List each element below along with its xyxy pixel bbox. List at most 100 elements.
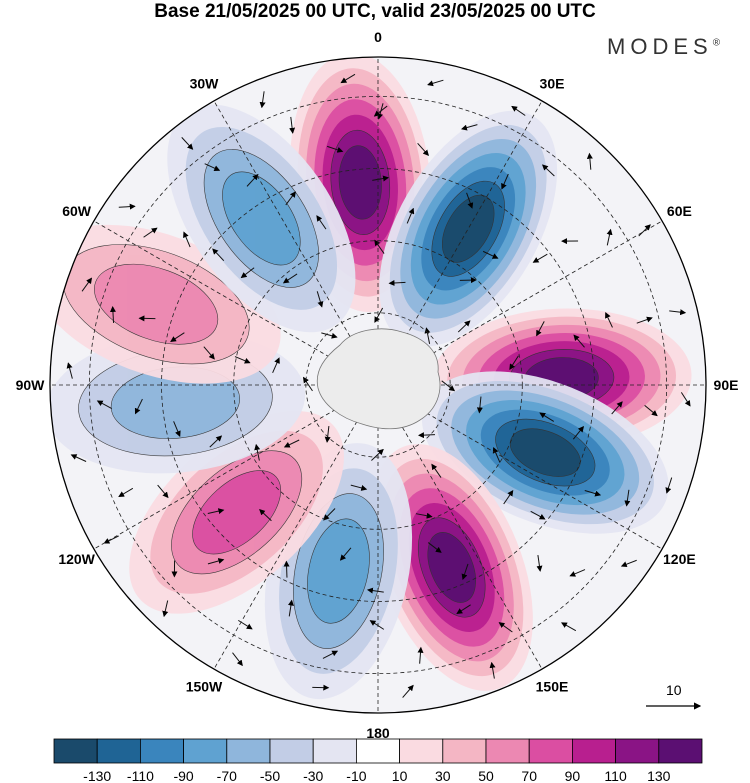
wind-vector xyxy=(340,73,356,84)
wind-vector xyxy=(509,355,519,371)
antarctica-land xyxy=(316,328,441,430)
anomaly-cell xyxy=(421,371,669,534)
colorbar-label: 90 xyxy=(565,768,581,783)
longitude-label: 180 xyxy=(366,725,390,741)
wind-vector xyxy=(316,291,324,308)
wind-vector xyxy=(81,277,93,292)
anomaly-contour xyxy=(307,518,370,624)
wind-vector xyxy=(70,454,87,462)
wind-vector xyxy=(624,489,631,507)
wind-vector xyxy=(339,547,352,561)
colorbar-label: -70 xyxy=(217,768,237,783)
wind-vector xyxy=(569,569,586,577)
colorbar-box xyxy=(658,738,703,764)
wind-vector xyxy=(66,362,73,379)
longitude-label: 60W xyxy=(62,203,92,219)
wind-vector xyxy=(316,215,327,230)
colorbar-box xyxy=(139,738,184,764)
wind-vector xyxy=(366,587,384,594)
wind-vector xyxy=(665,477,673,494)
meridian xyxy=(377,384,663,550)
colorbar-label: -110 xyxy=(127,768,154,783)
colorbar-labels: -130 -110 -90 -70 -50 -30 -10 10 30 50 70 90 110 130 xyxy=(83,768,671,783)
wind-vector xyxy=(620,559,637,568)
wind-vector xyxy=(323,508,336,521)
map-disc xyxy=(49,56,707,714)
wind-vector xyxy=(181,137,194,150)
wind-vector xyxy=(350,484,368,491)
wind-vector xyxy=(173,421,181,438)
wind-vector xyxy=(489,661,496,679)
wind-vector xyxy=(586,152,593,170)
colorbar-label: 30 xyxy=(435,768,451,783)
wind-vector xyxy=(302,376,313,392)
longitude-label: 30W xyxy=(190,76,220,92)
wind-vector xyxy=(498,622,513,633)
longitude-label: 0 xyxy=(374,29,382,45)
wind-vector xyxy=(503,489,514,505)
colorbar-box xyxy=(572,738,617,764)
wind-vector xyxy=(532,253,548,263)
wind-vector xyxy=(456,604,471,614)
wind-vector xyxy=(374,239,385,254)
wind-vector xyxy=(431,463,442,478)
wind-vector xyxy=(457,320,471,333)
meridian xyxy=(377,220,663,386)
colorbar-box xyxy=(312,738,357,764)
colorbar-box xyxy=(183,738,228,764)
colorbar-label: 10 xyxy=(392,768,408,783)
anomaly-contour xyxy=(509,428,581,477)
wind-vector xyxy=(207,558,225,565)
meridian xyxy=(213,384,379,670)
wind-vector xyxy=(109,305,116,323)
wind-vector xyxy=(369,620,385,630)
meridian xyxy=(93,384,379,550)
meridian xyxy=(377,100,543,386)
colorbar-label: 110 xyxy=(604,768,627,783)
colorbar-box xyxy=(96,738,141,764)
wind-vector xyxy=(584,490,602,497)
wind-vector xyxy=(232,652,243,667)
map-border xyxy=(49,56,707,714)
wind-vector xyxy=(511,105,526,116)
wind-vector xyxy=(283,439,300,448)
wind-vector xyxy=(207,508,225,515)
longitude-label: 120E xyxy=(663,551,696,567)
anomaly-contour xyxy=(192,470,282,555)
colorbar-box xyxy=(269,738,314,764)
wind-vector xyxy=(476,396,483,414)
longitude-label: 150E xyxy=(536,678,569,694)
colorbar-label: 50 xyxy=(478,768,494,783)
longitude-label: 30E xyxy=(540,76,565,92)
wind-vector xyxy=(96,400,113,409)
wind-vector xyxy=(183,231,191,248)
anomaly-cell xyxy=(379,110,558,347)
colorbar-label: -90 xyxy=(173,768,193,783)
wind-vector xyxy=(530,510,546,520)
registered-mark: ® xyxy=(712,37,721,49)
colorbar-box xyxy=(53,738,98,764)
wind-vector xyxy=(240,267,255,279)
wind-vector xyxy=(539,412,555,422)
wind-vector xyxy=(287,599,294,617)
colorbar-box xyxy=(485,738,530,764)
anomaly-cell xyxy=(129,410,344,614)
wind-vector xyxy=(461,563,469,581)
wind-vector xyxy=(636,316,653,324)
wind-vector xyxy=(272,357,280,374)
anomaly-contour xyxy=(222,171,301,266)
wind-vector xyxy=(415,512,433,519)
wind-vector xyxy=(536,554,543,572)
wind-vector xyxy=(680,392,691,407)
chart-title: Base 21/05/2025 00 UTC, valid 23/05/2025… xyxy=(154,1,596,22)
longitude-label: 90W xyxy=(16,377,46,393)
anomaly-field xyxy=(50,57,692,700)
anomaly-cell xyxy=(370,444,533,691)
wind-vector xyxy=(611,401,623,415)
latitude-circle xyxy=(88,95,668,675)
meridian xyxy=(213,100,379,386)
wind-vector xyxy=(134,398,143,415)
reference-vector-label: 10 xyxy=(666,682,682,698)
wind-vector xyxy=(461,124,478,131)
